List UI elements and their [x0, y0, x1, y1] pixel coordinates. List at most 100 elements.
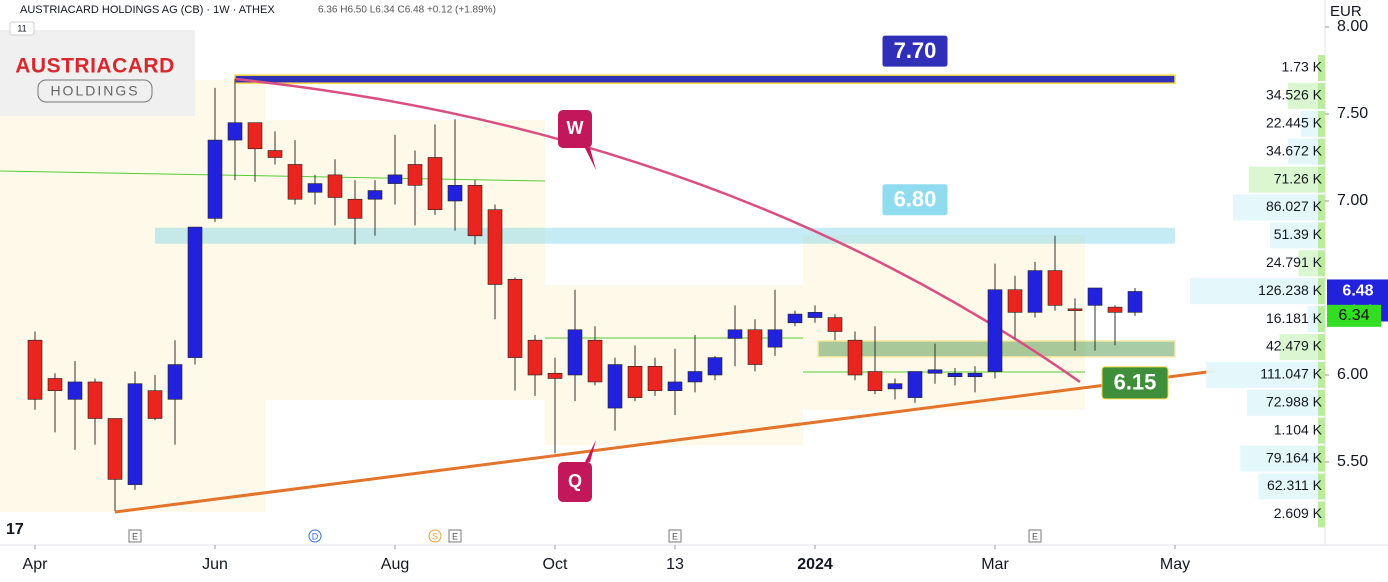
- badge-q: [558, 462, 592, 502]
- candle-body: [87, 381, 103, 419]
- candle-body: [1087, 287, 1103, 306]
- candle-body: [287, 164, 303, 200]
- x-tick-label: May: [1160, 556, 1190, 573]
- candle-body: [887, 383, 903, 390]
- candle-body: [707, 357, 723, 376]
- volume-edge: [1318, 501, 1325, 528]
- candle-body: [647, 365, 663, 391]
- volume-label: 24.791 K: [1266, 254, 1323, 270]
- volume-label: 126.238 K: [1258, 282, 1322, 298]
- candle-body: [1027, 270, 1043, 313]
- currency: EUR: [1330, 3, 1362, 20]
- event-marker: [128, 529, 142, 543]
- volume-label: 16.181 K: [1266, 310, 1323, 326]
- level-label-box: [1101, 366, 1169, 400]
- candle-body: [67, 381, 83, 400]
- x-tick-label: 2024: [797, 556, 833, 573]
- marker-price: 6.34: [1338, 307, 1369, 324]
- badge-count: 11: [17, 23, 26, 33]
- x-tick-label: Apr: [23, 556, 49, 573]
- badge-pointer: [585, 148, 596, 170]
- volume-edge: [1318, 389, 1325, 416]
- volume-edge: [1318, 334, 1325, 360]
- candle-body: [867, 371, 883, 391]
- volume-label: 111.047 K: [1260, 366, 1322, 382]
- candle-body: [667, 381, 683, 391]
- trendline-w: [234, 77, 1081, 384]
- header-bg: [0, 0, 500, 20]
- volume-edge: [1318, 194, 1325, 221]
- volume-label: 79.164 K: [1266, 449, 1323, 465]
- candle-body: [827, 317, 843, 332]
- volume-edge: [1318, 166, 1325, 193]
- candle-body: [27, 339, 43, 400]
- candle-body: [127, 383, 143, 485]
- volume-edge: [1318, 278, 1325, 305]
- marker-price-tag: [1327, 304, 1381, 327]
- candle-body: [427, 157, 443, 210]
- volume-label: 22.445 K: [1266, 115, 1323, 131]
- x-tick-label: Aug: [381, 556, 409, 573]
- volume-edge: [1318, 250, 1325, 277]
- level-band: [155, 227, 1175, 244]
- level-label-box: [881, 34, 949, 68]
- volume-bar: [1206, 361, 1325, 388]
- volume-bar: [1240, 445, 1325, 472]
- candle-body: [1047, 270, 1063, 306]
- badge-w: [558, 110, 592, 148]
- profile-area: [545, 285, 803, 445]
- candle-body: [907, 371, 923, 398]
- volume-label: 62.311 K: [1267, 477, 1323, 493]
- candle-body: [507, 278, 523, 358]
- candle-body: [367, 190, 383, 200]
- profile-area: [265, 120, 545, 400]
- candle-body: [587, 339, 603, 383]
- candle-body: [467, 185, 483, 237]
- level-label: 7.70: [894, 38, 937, 63]
- volume-label: 1.104 K: [1274, 421, 1323, 437]
- candle-body: [527, 339, 543, 376]
- volume-label: 86.027 K: [1266, 198, 1323, 214]
- candle-body: [747, 329, 763, 365]
- volume-edge: [1318, 55, 1325, 81]
- volume-edge: [1318, 473, 1325, 500]
- candle-body: [1067, 308, 1083, 311]
- y-tick-label: 5.50: [1337, 453, 1368, 470]
- candles: [27, 79, 1143, 511]
- level-label-box: [881, 183, 949, 217]
- event-label: E: [1032, 531, 1038, 541]
- y-tick-label: 7.00: [1337, 192, 1368, 209]
- volume-edge: [1318, 445, 1325, 472]
- volume-edge: [1318, 306, 1325, 333]
- volume-edge: [1318, 222, 1325, 249]
- candle-body: [687, 371, 703, 383]
- volume-edge: [1318, 417, 1325, 444]
- x-tick-label: Jun: [202, 556, 228, 573]
- volume-bar: [1258, 473, 1325, 500]
- candle-body: [487, 209, 503, 285]
- candle-body: [407, 164, 423, 186]
- volume-edge: [1318, 361, 1325, 388]
- candle-body: [227, 122, 243, 141]
- candle-body: [267, 150, 283, 158]
- trendline-q: [114, 369, 1216, 514]
- logo-name: AUSTRIACARD: [15, 55, 175, 78]
- level-label: 6.80: [894, 187, 937, 212]
- x-tick-label: Mar: [981, 556, 1009, 573]
- candle-body: [987, 289, 1003, 372]
- last-price: 6.48: [1342, 283, 1373, 300]
- event-marker: [1028, 529, 1042, 543]
- volume-bar: [1279, 334, 1325, 360]
- candle-body: [547, 372, 563, 379]
- poc-line: [0, 170, 546, 182]
- candle-body: [187, 226, 203, 358]
- y-tick-label: 7.50: [1337, 105, 1368, 122]
- volume-bar: [1248, 166, 1325, 193]
- candle-body: [247, 122, 263, 150]
- candle-body: [727, 329, 743, 339]
- volume-bar: [1190, 278, 1325, 305]
- x-tick-label: 13: [666, 556, 684, 573]
- event-label: D: [312, 531, 319, 541]
- symbol-title: AUSTRIACARD HOLDINGS AG (CB) · 1W · ATHE…: [20, 4, 275, 16]
- level-band: [234, 74, 1176, 84]
